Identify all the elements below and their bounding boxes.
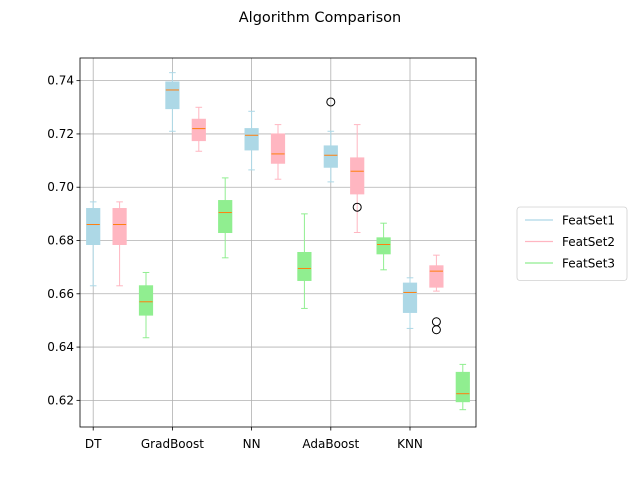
box-iqr [191,118,206,142]
box-iqr [244,128,259,151]
box-iqr [402,282,418,313]
plot-layer: 0.62 0.64 0.66 0.68 0.70 0.72 0.74 DT GradBoost N… [47,57,477,451]
box-iqr [270,133,286,164]
y-tick-label: 0.70 [47,180,74,194]
legend-label-FeatSet3: FeatSet3 [562,257,615,271]
x-tick-label: GradBoost [141,437,204,451]
box-FeatSet3-KNN [455,363,470,411]
box-iqr [86,208,101,245]
legend-label-FeatSet1: FeatSet1 [562,214,615,228]
box-iqr [165,81,180,110]
legend-label-FeatSet2: FeatSet2 [562,235,615,249]
box-FeatSet2-GradBoost [191,106,206,152]
x-tick-label: KNN [397,437,423,451]
box-iqr [138,285,154,316]
box-iqr [323,145,338,168]
box-FeatSet1-NN [244,110,259,171]
y-tick-label: 0.64 [47,340,74,354]
box-iqr [429,265,444,288]
y-tick-label: 0.72 [47,127,74,141]
y-tick-label: 0.74 [47,74,74,88]
box-iqr [297,251,312,281]
x-tick-label: AdaBoost [302,437,359,451]
box-FeatSet1-DT [86,201,101,287]
y-tick-label: 0.62 [47,393,74,407]
box-FeatSet2-AdaBoost [350,124,365,234]
box-FeatSet1-AdaBoost [323,97,338,183]
x-tick-label: NN [243,437,261,451]
y-tick-label: 0.66 [47,287,74,301]
box-iqr [218,200,233,234]
flier-point [352,202,362,212]
box-FeatSet1-GradBoost [165,72,180,132]
box-iqr [455,371,470,403]
legend-frame [516,206,628,281]
flier-point [326,97,336,107]
box-FeatSet2-KNN [429,254,444,335]
box-FeatSet3-DT [138,271,154,339]
box-FeatSet1-KNN [402,277,418,329]
box-FeatSet2-DT [112,201,127,287]
box-iqr [350,157,365,195]
box-FeatSet2-NN [270,124,286,180]
x-tick-label: DT [85,437,102,451]
box-FeatSet3-NN [297,213,312,309]
box-FeatSet3-AdaBoost [376,222,391,271]
chart-title: Algorithm Comparison [239,10,401,26]
y-tick-label: 0.68 [47,234,74,248]
box-iqr [376,237,391,255]
flier-point [431,325,441,335]
axes-frame [79,57,477,428]
box-iqr [112,208,127,245]
legend: FeatSet1 FeatSet2 FeatSet3 [516,206,628,281]
box-FeatSet3-GradBoost [218,177,233,259]
